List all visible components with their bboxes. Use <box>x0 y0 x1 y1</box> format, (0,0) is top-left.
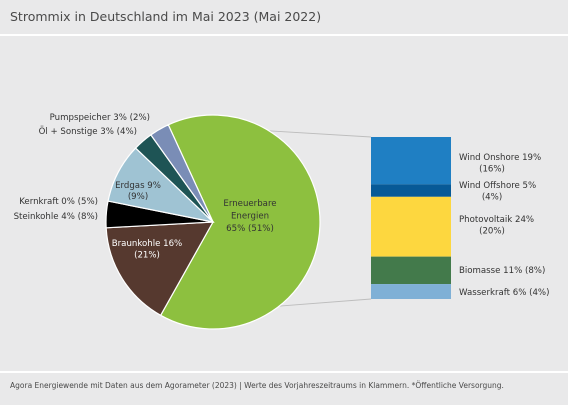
pie-label-erneuerbare-energien: Energien <box>231 212 269 222</box>
bar-label-photovoltaik: (20%) <box>479 227 505 237</box>
top-divider <box>0 34 568 36</box>
renewables-stacked-bar <box>371 137 451 299</box>
bottom-divider <box>0 371 568 373</box>
bar-labels: Wind Onshore 19% (16%) Wind Offshore 5% (4%… <box>459 153 549 298</box>
bar-segment-wind-onshore <box>371 137 451 185</box>
bar-label-wasserkraft: Wasserkraft 6% (4%) <box>459 288 549 298</box>
bar-label-wind-offshore: (4%) <box>482 193 502 203</box>
pie-label-erneuerbare-energien: Erneuerbare <box>223 199 276 209</box>
pie-label-erneuerbare-energien: 65% (51%) <box>226 224 274 234</box>
bar-segment-wasserkraft <box>371 284 451 299</box>
pie-labels: Erneuerbare Energien 65% (51%) Braunkohle 1… <box>14 113 277 261</box>
pie-label-kernkraft: Kernkraft 0% (5%) <box>19 197 98 207</box>
pie-label-braunkohle: Braunkohle 16% <box>112 239 182 249</box>
pie-label-braunkohle: (21%) <box>134 251 160 261</box>
bar-label-wind-offshore: Wind Offshore 5% <box>459 181 536 191</box>
bar-label-wind-onshore: Wind Onshore 19% <box>459 153 541 163</box>
bar-segment-biomasse <box>371 256 451 285</box>
chart-title: Strommix in Deutschland im Mai 2023 (Mai… <box>10 9 322 24</box>
pie-label-steinkohle: Steinkohle 4% (8%) <box>14 212 98 222</box>
bar-label-wind-onshore: (16%) <box>479 165 505 175</box>
pie-label-pumpspeicher: Pumpspeicher 3% (2%) <box>50 113 150 123</box>
pie-label-erdgas: (9%) <box>128 192 148 202</box>
pie-label-l-sonstige: Öl + Sonstige 3% (4%) <box>39 126 137 137</box>
pie-slice-erneuerbare-energien <box>159 114 321 330</box>
pie-label-erdgas: Erdgas 9% <box>115 181 161 191</box>
source-note: Agora Energiewende mit Daten aus dem Ago… <box>10 381 504 390</box>
pie-chart <box>105 114 321 330</box>
bar-label-photovoltaik: Photovoltaik 24% <box>459 215 534 225</box>
bar-segment-wind-offshore <box>371 184 451 197</box>
bar-label-biomasse: Biomasse 11% (8%) <box>459 266 545 276</box>
bar-segment-photovoltaik <box>371 196 451 257</box>
pie-slice-braunkohle <box>105 221 215 317</box>
pie-slice-pumpspeicher <box>150 124 214 223</box>
